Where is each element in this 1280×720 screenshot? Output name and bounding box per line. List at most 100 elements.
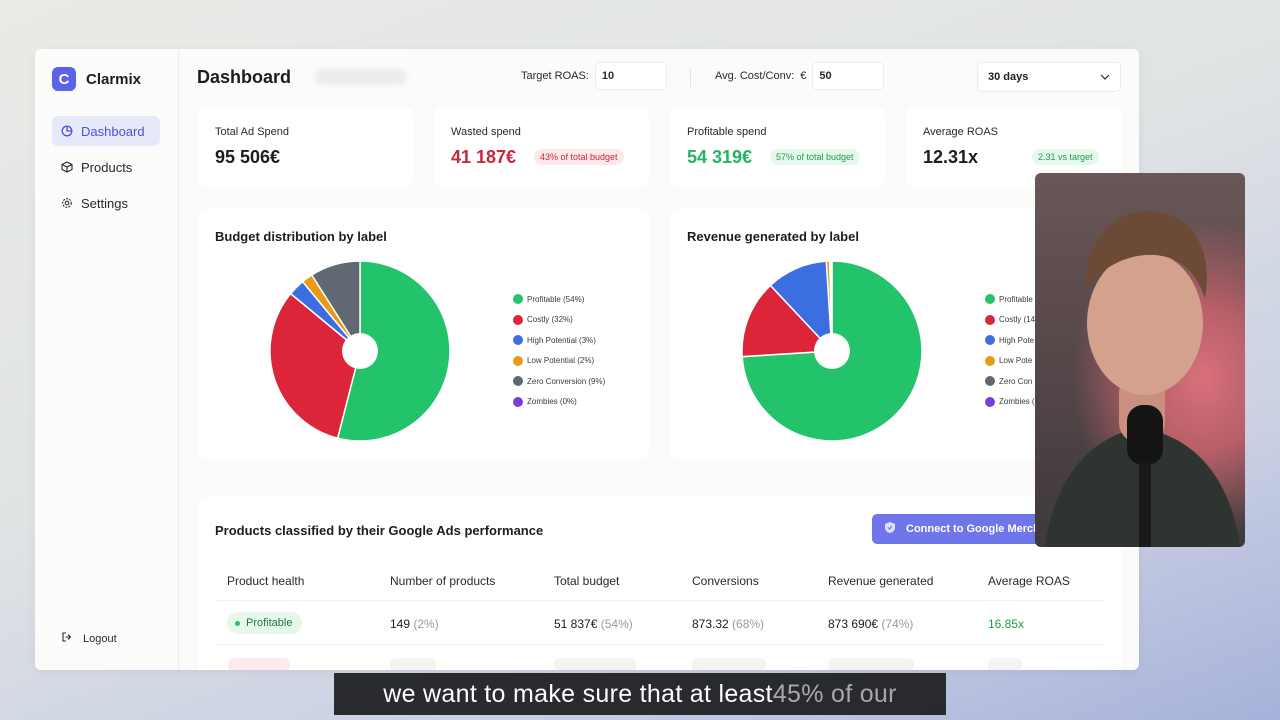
cell-products: 149 (2%) xyxy=(390,617,439,631)
kpi-card-profitable-spend: Profitable spend 54 319€ 57% of total bu… xyxy=(670,107,885,187)
sidebar-item-settings[interactable]: Settings xyxy=(52,188,160,218)
legend-item[interactable]: Costly (32%) xyxy=(513,310,605,331)
row-divider xyxy=(215,600,1105,601)
logout-label: Logout xyxy=(83,632,117,645)
legend-dot xyxy=(513,335,523,346)
legend-dot xyxy=(985,376,995,387)
legend-label: Zombies ( xyxy=(999,397,1035,407)
pie-slice-zombies[interactable] xyxy=(830,260,833,352)
shield-icon xyxy=(884,521,896,537)
presenter-video xyxy=(1045,211,1240,547)
cut-off-row xyxy=(828,658,914,670)
column-header[interactable]: Product health xyxy=(227,574,305,588)
kpi-value: 54 319€ xyxy=(687,147,753,167)
legend-label: Costly (32%) xyxy=(527,315,573,325)
pie-slice-profitable[interactable] xyxy=(336,260,451,442)
cut-off-row xyxy=(390,658,436,670)
kpi-card-wasted-spend: Wasted spend 41 187€ 43% of total budget xyxy=(434,107,649,187)
logout-button[interactable]: Logout xyxy=(61,631,117,646)
legend-dot xyxy=(513,396,523,407)
divider xyxy=(690,69,691,87)
cell-conversions: 873.32 (68%) xyxy=(692,617,765,631)
status-badge: Profitable xyxy=(227,612,303,634)
period-select[interactable]: 30 days xyxy=(977,62,1121,92)
pie-slice-costly[interactable] xyxy=(741,284,834,358)
chevron-down-icon xyxy=(1100,71,1110,83)
kpi-value: 12.31x xyxy=(923,147,979,167)
column-header[interactable]: Total budget xyxy=(554,574,620,588)
subtitle-text: we want to make sure that at least xyxy=(383,679,773,708)
legend-item[interactable]: Profitable (54%) xyxy=(513,289,605,310)
revenue-chart-legend: Profitable Costly (14 High Pote Low Pote Zer… xyxy=(985,289,1035,412)
legend-item[interactable]: High Pote xyxy=(985,330,1035,351)
sidebar-item-label: Dashboard xyxy=(81,123,145,139)
legend-item[interactable]: Low Potential (2%) xyxy=(513,351,605,372)
sidebar-item-dashboard[interactable]: Dashboard xyxy=(52,116,160,146)
subtitle-dim-text: 45% of our xyxy=(772,679,897,708)
legend-item[interactable]: Profitable xyxy=(985,289,1035,310)
legend-item[interactable]: Zombies ( xyxy=(985,392,1035,413)
sidebar-nav: Dashboard Products Settings xyxy=(52,116,160,224)
table-title: Products classified by their Google Ads … xyxy=(215,523,544,538)
legend-label: Low Pote xyxy=(999,356,1033,366)
kpi-label: Average ROAS xyxy=(923,126,999,138)
sidebar-item-label: Settings xyxy=(81,195,128,211)
legend-dot xyxy=(985,335,995,346)
legend-dot xyxy=(513,376,523,387)
redacted-account-name xyxy=(315,69,407,85)
budget-pie-chart xyxy=(269,260,451,442)
brand-name: Clarmix xyxy=(86,70,142,88)
pie-slice-zero-conversion[interactable] xyxy=(310,260,361,354)
cut-off-row xyxy=(554,658,636,670)
video-subtitle: we want to make sure that at least 45% o… xyxy=(334,673,946,715)
pie-icon xyxy=(61,125,73,137)
chart-title: Budget distribution by label xyxy=(215,229,387,244)
legend-item[interactable]: Zero Conversion (9%) xyxy=(513,371,605,392)
pie-slice-costly[interactable] xyxy=(269,292,361,440)
sidebar-item-products[interactable]: Products xyxy=(52,152,160,182)
row-divider xyxy=(215,644,1105,645)
avg-cost-label: Avg. Cost/Conv: xyxy=(715,70,795,82)
legend-dot xyxy=(513,355,523,366)
budget-chart-legend: Profitable (54%) Costly (32%) High Potenti… xyxy=(513,289,605,412)
cell-budget: 51 837€ (54%) xyxy=(554,617,633,631)
avg-cost-currency: € xyxy=(800,70,807,82)
legend-dot xyxy=(985,355,995,366)
target-roas-label: Target ROAS: xyxy=(521,70,589,82)
legend-dot xyxy=(985,294,995,305)
kpi-badge: 57% of total budget xyxy=(770,149,860,165)
legend-item[interactable]: Zero Con xyxy=(985,371,1035,392)
legend-dot xyxy=(985,396,995,407)
kpi-label: Total Ad Spend xyxy=(215,126,290,138)
period-value: 30 days xyxy=(988,71,1029,83)
legend-item[interactable]: Low Pote xyxy=(985,351,1035,372)
column-header[interactable]: Revenue generated xyxy=(828,574,934,588)
legend-item[interactable]: High Potential (3%) xyxy=(513,330,605,351)
gear-icon xyxy=(61,197,73,209)
target-roas-input[interactable]: 10 xyxy=(594,62,667,90)
kpi-label: Wasted spend xyxy=(451,126,521,138)
avg-cost-input[interactable]: 50 xyxy=(812,62,885,90)
legend-label: Costly (14 xyxy=(999,315,1036,325)
legend-item[interactable]: Costly (14 xyxy=(985,310,1035,331)
kpi-badge: 43% of total budget xyxy=(534,149,624,165)
sidebar: C Clarmix Dashboard Products Settings xyxy=(35,49,179,670)
budget-chart-card: Budget distribution by label Profitable … xyxy=(198,209,649,459)
kpi-value: 95 506€ xyxy=(215,147,281,167)
legend-item[interactable]: Zombies (0%) xyxy=(513,392,605,413)
cut-off-row xyxy=(228,658,290,670)
chart-title: Revenue generated by label xyxy=(687,229,859,244)
column-header[interactable]: Number of products xyxy=(390,574,496,588)
column-header[interactable]: Conversions xyxy=(692,574,759,588)
cell-revenue: 873 690€ (74%) xyxy=(828,617,914,631)
legend-dot xyxy=(513,294,523,305)
column-header[interactable]: Average ROAS xyxy=(988,574,1070,588)
brand-logo: C xyxy=(52,67,76,91)
brand[interactable]: C Clarmix xyxy=(52,67,141,91)
avg-cost-filter: Avg. Cost/Conv: € 50 xyxy=(715,62,885,90)
page-title: Dashboard xyxy=(197,67,292,87)
legend-label: Zombies (0%) xyxy=(527,397,577,407)
products-table-card: Products classified by their Google Ads … xyxy=(198,497,1122,670)
target-roas-filter: Target ROAS: 10 xyxy=(521,62,667,90)
legend-label: Profitable (54%) xyxy=(527,294,585,304)
